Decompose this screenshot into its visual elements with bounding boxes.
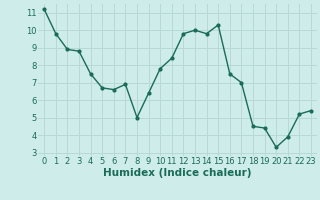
X-axis label: Humidex (Indice chaleur): Humidex (Indice chaleur) [103,168,252,178]
